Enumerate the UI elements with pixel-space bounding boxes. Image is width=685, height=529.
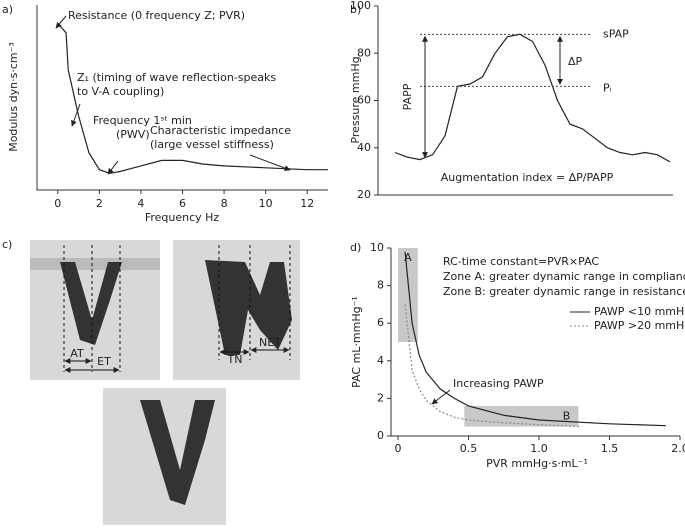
panel-label: c) [2, 238, 12, 251]
legend-label: PAWP <10 mmHg [594, 305, 685, 318]
x-tick-label: 2.0 [671, 442, 685, 455]
y-tick-label: 40 [357, 141, 371, 154]
line [404, 251, 666, 427]
y-axis-label: Modulus dyn·s·cm⁻³ [7, 42, 20, 152]
annotation: (PWV) [116, 128, 150, 141]
image-label: AT [70, 347, 84, 360]
y-tick-label: 8 [377, 279, 384, 292]
image-label: NET [259, 336, 281, 349]
y-tick-label: 2 [377, 391, 384, 404]
annotation: (large vessel stiffness) [150, 138, 274, 151]
x-tick-label: 1.0 [530, 442, 548, 455]
y-tick-label: 20 [357, 188, 371, 201]
x-axis-label: PVR mmHg·s·mL⁻¹ [486, 457, 588, 470]
y-tick-label: 80 [357, 46, 371, 59]
annotation: Characteristic impedance [150, 124, 291, 137]
y-tick-label: 100 [350, 0, 371, 12]
annotation: sPAP [603, 27, 629, 40]
y-axis-label: Pressure mmHg [349, 56, 362, 143]
x-tick-label: 12 [300, 197, 314, 210]
image-label: TN [227, 353, 243, 366]
arrow [107, 160, 119, 175]
annotation: Zone A: greater dynamic range in complia… [443, 270, 685, 283]
y-tick-label: 10 [370, 241, 384, 254]
arrow [431, 389, 451, 405]
arrow [55, 15, 67, 29]
region-label: A [404, 251, 412, 264]
region [464, 405, 579, 427]
panel-label: a) [2, 3, 13, 16]
annotation: Increasing PAWP [453, 377, 544, 390]
doppler-images [30, 240, 300, 525]
y-tick-label: 6 [377, 316, 384, 329]
x-tick-label: 2 [96, 197, 103, 210]
panel-label: b) [350, 3, 361, 16]
line [394, 33, 671, 163]
annotation: Z₁ (timing of wave reflection-speaks [77, 71, 276, 84]
annotation: to V-A coupling) [77, 85, 164, 98]
line [57, 23, 328, 174]
axis [36, 5, 328, 191]
x-axis-label: Frequency Hz [145, 211, 220, 224]
annotation: ΔP [568, 55, 583, 68]
arrow [249, 154, 291, 171]
region-label: B [563, 409, 571, 422]
annotation: Augmentation index = ΔP/PAPP [441, 171, 614, 184]
region [398, 248, 418, 342]
x-tick-label: 4 [137, 197, 144, 210]
y-tick-label: 4 [377, 354, 384, 367]
image-label: ET [97, 355, 111, 368]
annotation: Resistance (0 frequency Z; PVR) [68, 9, 245, 22]
annotation: Pᵢ [603, 81, 612, 94]
y-axis-label: PAC mL·mmHg⁻¹ [350, 296, 363, 388]
x-tick-label: 0.5 [460, 442, 478, 455]
x-tick-label: 1.5 [601, 442, 619, 455]
arrow [71, 103, 81, 127]
x-tick-label: 0 [54, 197, 61, 210]
y-tick-label: 60 [357, 94, 371, 107]
line [404, 304, 582, 428]
legend-label: PAWP >20 mmHg [594, 319, 685, 332]
x-tick-label: 6 [179, 197, 186, 210]
annotation: RC-time constant=PVR×PAC [443, 255, 599, 268]
annotation: Zone B: greater dynamic range in resista… [443, 285, 685, 298]
x-tick-label: 0 [395, 442, 402, 455]
x-tick-label: 10 [259, 197, 273, 210]
panel-label: d) [350, 241, 361, 254]
y-tick-label: 0 [377, 429, 384, 442]
annotation: PAPP [401, 83, 414, 110]
annotation: Frequency 1ˢᵗ min [93, 114, 192, 127]
x-tick-label: 8 [221, 197, 228, 210]
